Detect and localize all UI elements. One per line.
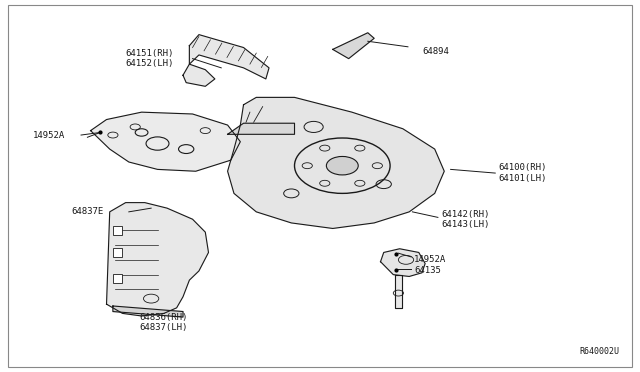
FancyBboxPatch shape: [113, 274, 122, 283]
Polygon shape: [395, 275, 401, 308]
Polygon shape: [113, 306, 183, 317]
FancyBboxPatch shape: [113, 248, 122, 257]
Circle shape: [326, 157, 358, 175]
Polygon shape: [183, 64, 215, 86]
Text: 64135: 64135: [414, 266, 441, 275]
Text: 64894: 64894: [422, 47, 449, 56]
Text: 64142(RH)
64143(LH): 64142(RH) 64143(LH): [441, 209, 490, 229]
Polygon shape: [228, 123, 294, 134]
Polygon shape: [381, 249, 425, 276]
Text: 14952A: 14952A: [414, 255, 447, 264]
Polygon shape: [333, 33, 374, 59]
FancyBboxPatch shape: [113, 226, 122, 235]
Polygon shape: [189, 35, 269, 79]
Text: R640002U: R640002U: [579, 347, 620, 356]
Text: 64151(RH)
64152(LH): 64151(RH) 64152(LH): [125, 49, 173, 68]
Polygon shape: [91, 112, 241, 171]
Polygon shape: [106, 203, 209, 316]
Text: 64100(RH)
64101(LH): 64100(RH) 64101(LH): [499, 163, 547, 183]
Text: 64837E: 64837E: [71, 207, 103, 217]
Text: 64836(RH)
64837(LH): 64836(RH) 64837(LH): [140, 313, 188, 332]
Text: 14952A: 14952A: [33, 131, 65, 140]
Polygon shape: [228, 97, 444, 228]
